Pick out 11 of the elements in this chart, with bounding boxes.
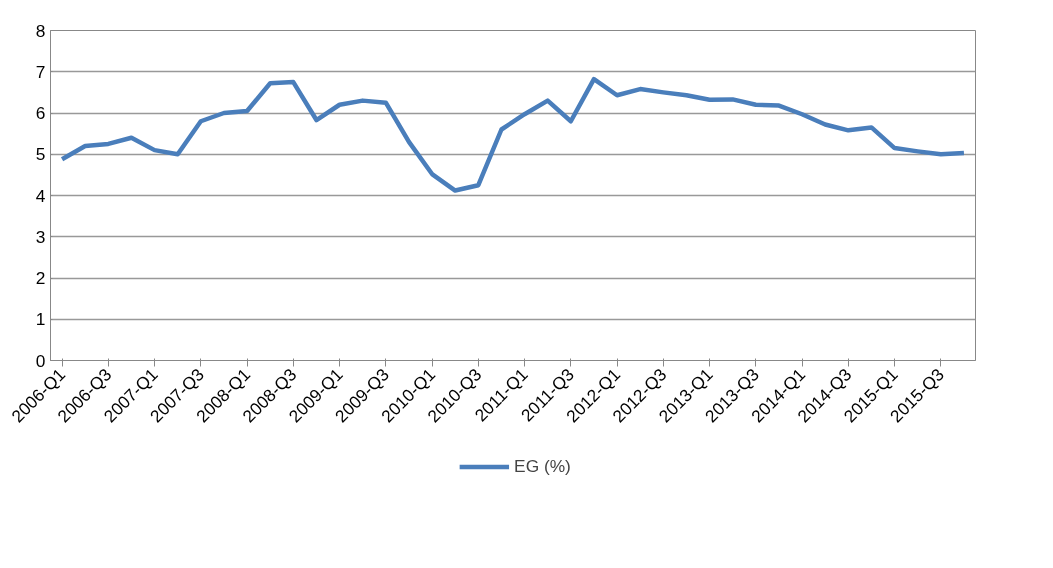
y-tick-label: 8 <box>35 20 46 41</box>
legend-label: EG (%) <box>514 455 571 477</box>
y-tick-label: 6 <box>35 103 46 123</box>
y-tick-label: 7 <box>35 61 46 82</box>
y-tick-label: 2 <box>35 268 46 288</box>
line-series <box>59 76 967 193</box>
y-tick-label: 1 <box>35 309 46 330</box>
y-tick-label: 5 <box>35 144 46 165</box>
y-tick-label: 3 <box>35 226 46 247</box>
y-tick-label: 4 <box>35 185 46 206</box>
y-tick-label: 0 <box>35 350 46 371</box>
